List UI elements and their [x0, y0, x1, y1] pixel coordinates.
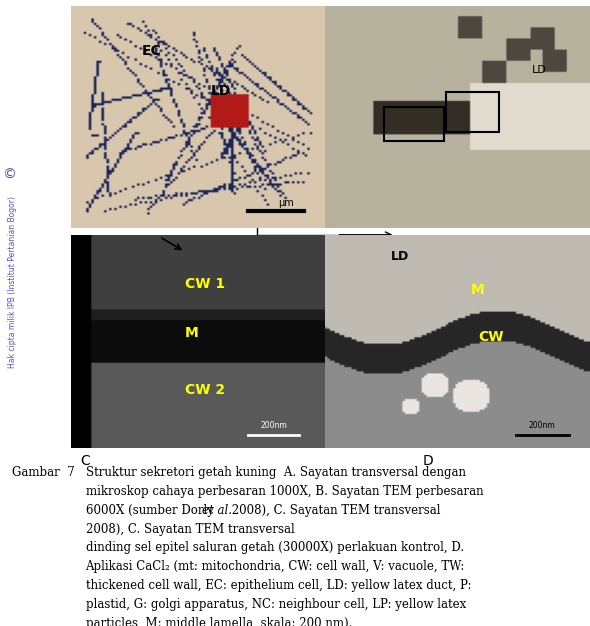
Text: Gambar  7: Gambar 7 — [12, 466, 74, 480]
Text: LD: LD — [210, 84, 231, 98]
Bar — [384, 108, 444, 141]
Text: C: C — [81, 454, 90, 468]
Text: M: M — [471, 284, 484, 297]
Text: plastid, G: golgi apparatus, NC: neighbour cell, LP: yellow latex: plastid, G: golgi apparatus, NC: neighbo… — [86, 598, 466, 611]
Text: mikroskop cahaya perbesaran 1000X, B. Sayatan TEM perbesaran: mikroskop cahaya perbesaran 1000X, B. Sa… — [86, 485, 483, 498]
Text: LD: LD — [532, 65, 546, 75]
Text: 2008), C. Sayatan TEM transversal: 2008), C. Sayatan TEM transversal — [228, 504, 441, 517]
Text: μm: μm — [278, 198, 294, 208]
Text: EC: EC — [142, 44, 162, 58]
Text: Aplikasi CaCl₂ (mt: mitochondria, CW: cell wall, V: vacuole, TW:: Aplikasi CaCl₂ (mt: mitochondria, CW: ce… — [86, 560, 465, 573]
Text: CW: CW — [478, 330, 504, 344]
Text: thickened cell wall, EC: epithelium cell, LD: yellow latex duct, P:: thickened cell wall, EC: epithelium cell… — [86, 579, 471, 592]
Text: ©: © — [2, 168, 16, 182]
Text: 6000X (sumber Dorly: 6000X (sumber Dorly — [86, 504, 217, 517]
Text: 200nm: 200nm — [260, 421, 287, 431]
Text: D: D — [422, 454, 433, 468]
Text: CW 2: CW 2 — [185, 383, 225, 398]
Text: CW 1: CW 1 — [185, 277, 225, 291]
Text: Struktur sekretori getah kuning  A. Sayatan transversal dengan: Struktur sekretori getah kuning A. Sayat… — [86, 466, 466, 480]
Text: 2008), C. Sayatan TEM transversal: 2008), C. Sayatan TEM transversal — [86, 523, 294, 536]
Text: M: M — [185, 326, 199, 340]
Text: dinding sel epitel saluran getah (30000X) perlakuan kontrol, D.: dinding sel epitel saluran getah (30000X… — [86, 541, 464, 555]
Text: et al.: et al. — [202, 504, 232, 517]
Bar — [447, 92, 500, 132]
Text: LD: LD — [386, 203, 404, 216]
Text: particles, M: middle lamella, skala: 200 nm).: particles, M: middle lamella, skala: 200… — [86, 617, 352, 626]
Text: B: B — [335, 235, 344, 249]
Text: Hak cipta milik IPB (Institut Pertanian Bogor): Hak cipta milik IPB (Institut Pertanian … — [8, 196, 18, 367]
Text: LD: LD — [391, 250, 409, 264]
Text: 200nm: 200nm — [529, 421, 556, 431]
